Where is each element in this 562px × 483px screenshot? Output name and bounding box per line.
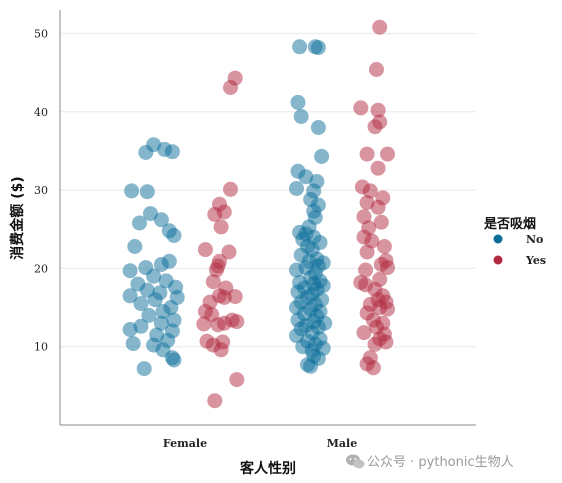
point-no-male-44 (310, 40, 326, 56)
watermark: 公众号 · pythonic生物人 (346, 454, 514, 470)
point-yes-female-2 (223, 181, 238, 197)
point-yes-female-29 (229, 372, 245, 388)
point-yes-male-51 (359, 244, 375, 260)
point-no-female-4 (124, 183, 140, 199)
point-yes-female-23 (210, 317, 226, 333)
y-tick-label-20: 20 (34, 262, 48, 275)
point-yes-female-8 (221, 244, 237, 260)
point-yes-male-50 (376, 239, 392, 254)
legend-marker-no (493, 234, 503, 244)
x-category-labels: Female Male (163, 437, 357, 450)
point-yes-male-44 (370, 199, 386, 215)
y-axis-title: 消费金额 ($) (9, 176, 26, 259)
point-yes-female-6 (213, 219, 229, 235)
point-no-male-42 (292, 39, 308, 55)
point-yes-male-46 (373, 214, 389, 230)
point-no-male-109 (303, 358, 319, 374)
point-yes-male-54 (380, 260, 395, 276)
point-no-male-52 (289, 181, 304, 196)
point-yes-male-70 (356, 325, 372, 341)
point-no-female-41 (136, 361, 152, 377)
point-no-male-45 (290, 94, 306, 110)
legend-entries: No Yes (493, 233, 546, 267)
grid-lines (60, 32, 476, 348)
point-yes-female-16 (227, 289, 243, 305)
point-no-female-5 (139, 184, 155, 200)
point-yes-female-28 (213, 342, 229, 358)
point-no-female-28 (141, 307, 157, 323)
point-yes-female-7 (197, 242, 213, 258)
wechat-icon (346, 454, 365, 469)
point-no-female-30 (153, 315, 169, 331)
point-yes-female-5 (207, 206, 223, 222)
point-yes-female-12 (205, 274, 221, 290)
point-yes-male-37 (359, 146, 375, 162)
point-no-female-25 (133, 296, 149, 312)
x-category-label-male: Male (327, 437, 357, 450)
point-no-female-13 (153, 257, 169, 272)
legend-marker-yes (493, 255, 503, 265)
point-no-female-32 (122, 322, 138, 337)
point-yes-male-36 (367, 119, 383, 135)
x-category-label-female: Female (163, 437, 207, 450)
legend-title: 是否吸烟 (483, 217, 536, 232)
point-no-female-24 (147, 292, 163, 308)
legend-label-no: No (526, 233, 543, 246)
point-yes-female-30 (207, 393, 223, 409)
point-no-female-6 (143, 206, 158, 222)
point-no-female-8 (132, 215, 147, 231)
point-no-female-15 (122, 263, 138, 279)
point-yes-male-77 (365, 360, 381, 376)
legend: 是否吸烟 No Yes (483, 217, 546, 267)
point-no-female-16 (146, 268, 162, 284)
point-no-female-40 (166, 352, 182, 368)
point-no-female-2 (138, 145, 154, 160)
point-yes-male-41 (362, 183, 378, 199)
point-no-male-46 (293, 109, 309, 124)
point-yes-female-1 (223, 80, 238, 95)
legend-label-yes: Yes (525, 254, 546, 267)
point-yes-male-32 (369, 62, 384, 77)
point-yes-male-55 (358, 262, 374, 278)
point-yes-male-74 (367, 336, 383, 352)
y-tick-label-10: 10 (34, 341, 48, 354)
y-tick-label-30: 30 (34, 184, 48, 197)
point-no-female-3 (164, 144, 180, 160)
point-no-male-48 (314, 148, 330, 164)
point-yes-male-38 (380, 146, 395, 162)
y-tick-label-40: 40 (34, 106, 48, 119)
point-no-female-10 (166, 228, 182, 243)
point-no-female-27 (155, 304, 171, 319)
y-tick-labels: 10 20 30 40 50 (34, 27, 48, 353)
point-yes-female-21 (229, 314, 245, 330)
point-yes-female-11 (208, 262, 224, 278)
point-no-female-36 (125, 336, 141, 352)
point-no-female-7 (153, 212, 169, 228)
point-yes-female-15 (216, 289, 232, 305)
axes (59, 10, 476, 426)
point-yes-male-33 (353, 100, 369, 116)
point-yes-male-31 (372, 19, 388, 35)
point-yes-male-65 (380, 301, 395, 317)
point-yes-female-24 (196, 316, 212, 332)
point-yes-male-34 (370, 102, 386, 118)
point-no-male-47 (310, 120, 326, 135)
data-points (122, 19, 395, 409)
point-no-female-11 (127, 239, 143, 254)
x-axis-title: 客人性别 (239, 460, 296, 477)
point-no-male-72 (289, 262, 304, 278)
point-no-female-22 (122, 288, 138, 304)
y-tick-label-50: 50 (34, 27, 48, 40)
point-yes-male-39 (370, 160, 386, 176)
watermark-text: 公众号 · pythonic生物人 (367, 455, 514, 470)
